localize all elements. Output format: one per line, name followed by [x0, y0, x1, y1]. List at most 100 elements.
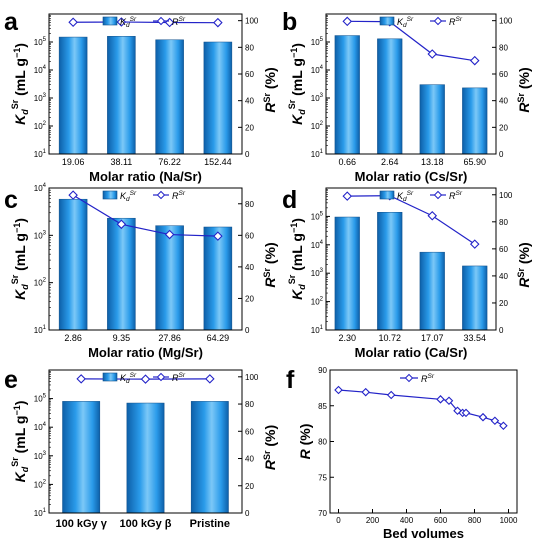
line-r-series — [73, 21, 218, 24]
y-axis-label-right: RSr (%) — [516, 67, 532, 112]
y-axis-label-right: RSr (%) — [262, 242, 278, 287]
ylab-unit-sup: −1 — [12, 223, 22, 233]
category-label: 9.35 — [113, 333, 131, 343]
tick-label-left: 103 — [311, 93, 324, 103]
legend-sup: Sr — [179, 16, 186, 23]
ylab-r-unit: (%) — [516, 67, 532, 93]
ylab-r-main: R — [262, 277, 278, 288]
legend-sup: Sr — [456, 16, 463, 23]
ylab-close: ) — [289, 218, 305, 223]
y-axis-label-left: KdSr (mL g−1) — [10, 401, 30, 483]
point-r-2 — [427, 210, 438, 221]
ylab-r-main: R — [516, 102, 532, 113]
tick-label-left: 105 — [311, 211, 324, 221]
ylab-r-main: R — [262, 459, 278, 470]
tick-label-right: 40 — [499, 272, 508, 281]
bar-2 — [419, 84, 445, 155]
tick-label-left: 102 — [311, 121, 324, 131]
x-axis-label: Molar ratio (Ca/Sr) — [355, 345, 468, 360]
tick-label-right: 20 — [245, 482, 254, 491]
panel-letter: f — [286, 366, 295, 394]
legend-swatch-kd — [102, 372, 118, 382]
tick-base: 10 — [311, 150, 320, 159]
tick-base: 10 — [311, 122, 320, 131]
category-label: 27.86 — [158, 333, 181, 343]
bar-3 — [203, 226, 233, 331]
tick-label-right: 60 — [245, 427, 254, 436]
legend-sup: Sr — [456, 190, 463, 197]
tick-base: 10 — [311, 38, 320, 47]
point-r-0 — [342, 16, 353, 27]
tick-exp: 5 — [43, 394, 47, 400]
tick-label-right: 40 — [245, 263, 254, 272]
tick-label-right: 100 — [499, 17, 513, 26]
legend-sup: Sr — [179, 372, 186, 379]
tick-label-y: 70 — [318, 509, 327, 518]
bar-3 — [462, 87, 488, 155]
tick-base: 10 — [34, 423, 43, 432]
tick-exp: 3 — [43, 451, 47, 457]
tick-label-x: 400 — [400, 516, 414, 525]
tick-label-left: 102 — [311, 297, 324, 307]
category-label: 0.66 — [338, 157, 356, 167]
ylab-unit: (%) — [297, 424, 313, 450]
legend-sup: Sr — [130, 372, 137, 379]
ylab-r-main: R — [516, 277, 532, 288]
legend-k: K — [120, 373, 127, 383]
category-label: 65.90 — [463, 157, 486, 167]
tick-base: 10 — [311, 212, 320, 221]
panel-letter: a — [4, 8, 19, 36]
tick-exp: 2 — [320, 297, 324, 303]
tick-exp: 1 — [43, 325, 47, 331]
legend-r: R — [421, 374, 428, 384]
ylab-sup: Sr — [10, 274, 20, 284]
tick-exp: 3 — [43, 230, 47, 236]
tick-label-x: 0 — [336, 516, 341, 525]
tick-label-right: 80 — [499, 218, 508, 227]
tick-exp: 2 — [320, 121, 324, 127]
ylab-r-sup: Sr — [262, 268, 272, 278]
tick-label-right: 80 — [245, 43, 254, 52]
ylab-r-sup: Sr — [516, 268, 526, 278]
point-r-2 — [205, 374, 215, 384]
tick-label-right: 80 — [499, 43, 508, 52]
ylab-sup: Sr — [287, 99, 297, 109]
panel-letter: c — [4, 186, 18, 214]
ylab-close: ) — [12, 401, 28, 406]
tick-label-left: 104 — [34, 65, 47, 75]
tick-label-y: 85 — [318, 402, 327, 411]
point-r-7 — [461, 408, 471, 418]
tick-exp: 2 — [43, 479, 47, 485]
ylab-close: ) — [12, 43, 28, 48]
y-axis-label-left: KdSr (mL g−1) — [10, 218, 30, 300]
tick-label-left: 104 — [34, 422, 47, 432]
legend-r: R — [172, 17, 179, 27]
bar-1 — [377, 38, 403, 155]
ylab-main: K — [289, 289, 305, 300]
tick-label-right: 60 — [245, 70, 254, 79]
tick-base: 10 — [34, 231, 43, 240]
tick-label-right: 20 — [245, 294, 254, 303]
point-r-1 — [116, 17, 127, 27]
legend-marker-r — [156, 16, 166, 26]
plot-frame — [48, 369, 243, 514]
point-r-3 — [469, 55, 480, 66]
ylab-r-unit: (%) — [262, 242, 278, 268]
y-axis-label-right: RSr (%) — [262, 425, 278, 470]
bar-2 — [155, 225, 184, 331]
tick-base: 10 — [311, 241, 320, 250]
tick-label-left: 101 — [34, 325, 47, 335]
tick-label-y: 90 — [318, 366, 327, 375]
point-r-0 — [68, 17, 78, 28]
legend-label-r: RSr — [449, 16, 463, 27]
x-axis-label: Molar ratio (Mg/Sr) — [88, 345, 203, 360]
tick-label-left: 103 — [34, 451, 47, 461]
legend-marker-r — [404, 373, 414, 383]
ylab-main: K — [12, 471, 28, 482]
ylab-unit: (mL g — [12, 233, 28, 275]
tick-label-left: 103 — [34, 93, 47, 103]
tick-label-left: 101 — [311, 149, 324, 159]
legend-sub: d — [126, 378, 130, 385]
